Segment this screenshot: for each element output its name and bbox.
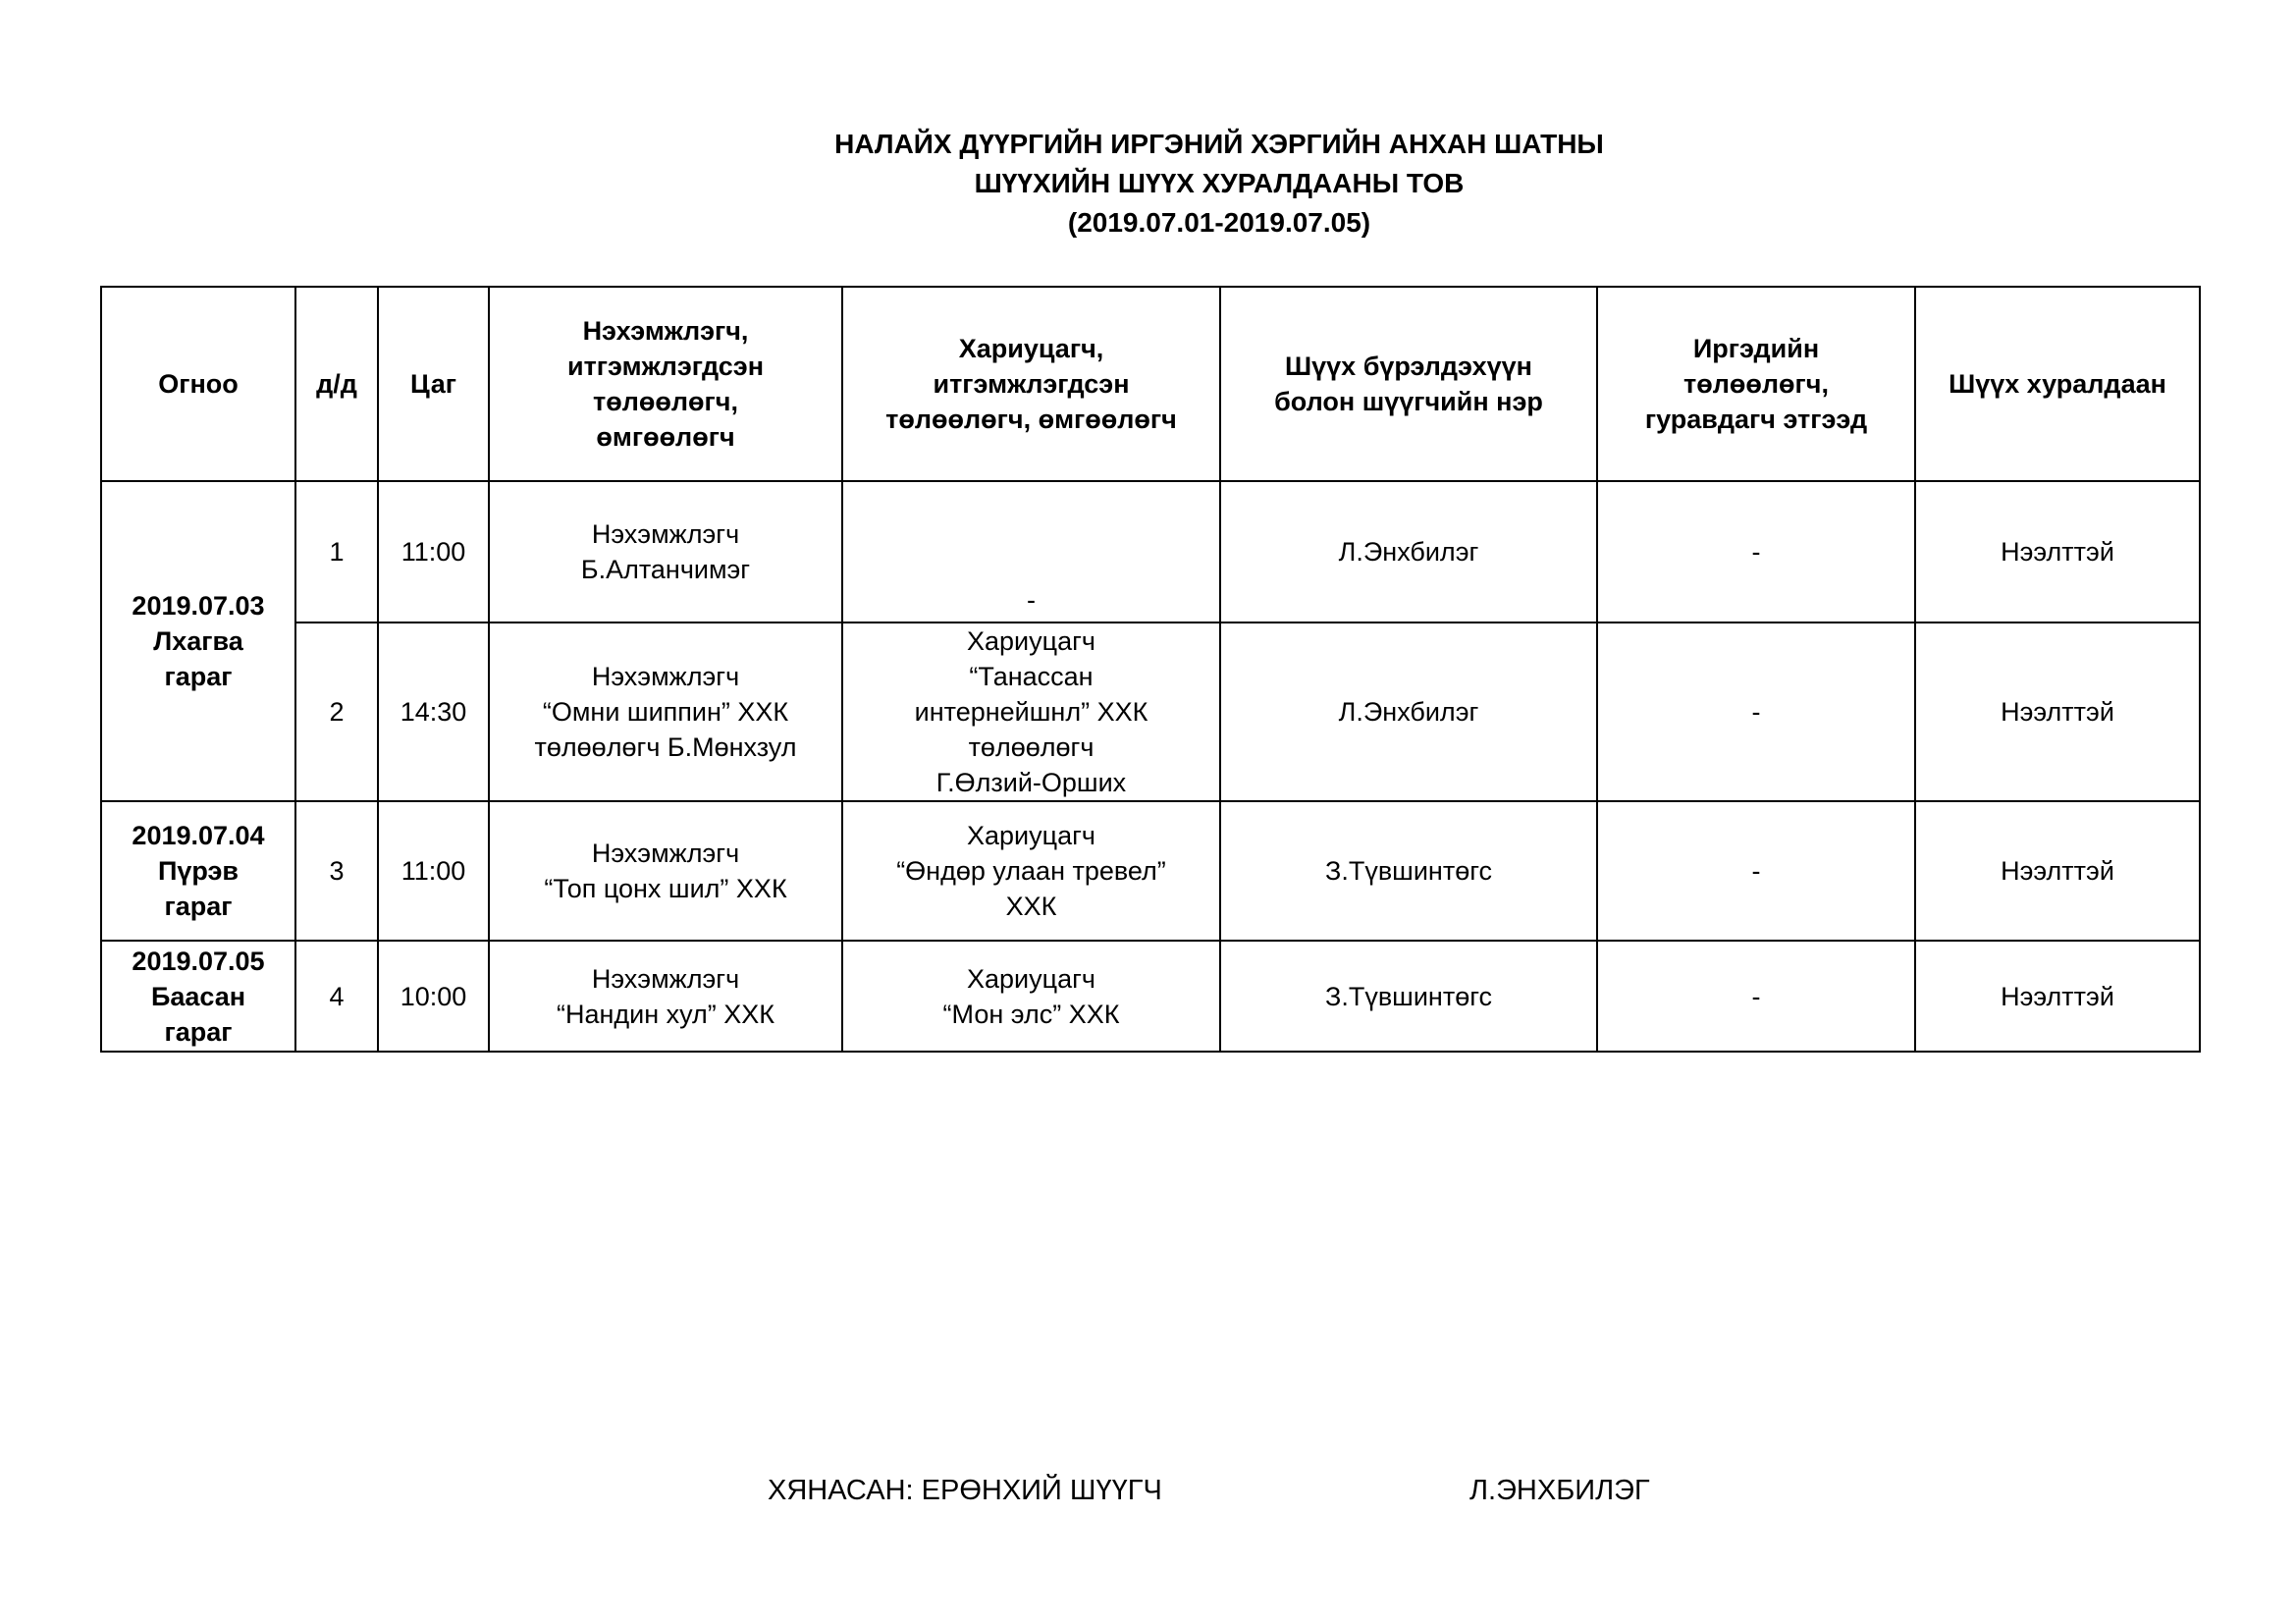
header-judge: Шүүх бүрэлдэхүүн болон шүүгчийн нэр xyxy=(1219,286,1598,482)
time-cell: 11:00 xyxy=(377,800,490,942)
judge-cell: З.Түвшинтөгс xyxy=(1219,940,1598,1053)
date-cell: 2019.07.03 Лхагва гараг xyxy=(100,480,296,802)
header-number: д/д xyxy=(294,286,379,482)
date-cell: 2019.07.05 Баасан гараг xyxy=(100,940,296,1053)
table-row: 2019.07.05 Баасан гараг 4 10:00 Нэхэмжлэ… xyxy=(100,940,2201,1053)
defendant-cell: Хариуцагч “Мон элс” ХХК xyxy=(841,940,1221,1053)
date-cell: 2019.07.04 Пүрэв гараг xyxy=(100,800,296,942)
hearing-cell: Нээлттэй xyxy=(1914,940,2201,1053)
header-defendant: Хариуцагч, итгэмжлэгдсэн төлөөлөгч, өмгө… xyxy=(841,286,1221,482)
time-cell: 11:00 xyxy=(377,480,490,623)
reviewed-by-label: ХЯНАСАН: ЕРӨНХИЙ ШҮҮГЧ xyxy=(768,1475,1162,1506)
judge-cell: З.Түвшинтөгс xyxy=(1219,800,1598,942)
third-party-cell: - xyxy=(1596,622,1916,802)
defendant-cell: Хариуцагч “Өндөр улаан тревел” ХХК xyxy=(841,800,1221,942)
defendant-cell: Хариуцагч “Танассан интернейшнл” ХХК төл… xyxy=(841,622,1221,802)
title-line-2: ШҮҮХИЙН ШҮҮХ ХУРАЛДААНЫ ТОВ xyxy=(974,168,1465,198)
header-date: Огноо xyxy=(100,286,296,482)
third-party-cell: - xyxy=(1596,800,1916,942)
plaintiff-cell: Нэхэмжлэгч “Нандин хул” ХХК xyxy=(488,940,843,1053)
third-party-cell: - xyxy=(1596,940,1916,1053)
header-time: Цаг xyxy=(377,286,490,482)
plaintiff-cell: Нэхэмжлэгч Б.Алтанчимэг xyxy=(488,480,843,623)
number-cell: 4 xyxy=(294,940,379,1053)
table-row: 2019.07.03 Лхагва гараг 1 11:00 Нэхэмжлэ… xyxy=(100,480,2201,802)
judge-cell: Л.Энхбилэг xyxy=(1219,480,1598,623)
plaintiff-cell: Нэхэмжлэгч “Топ цонх шил” ХХК xyxy=(488,800,843,942)
header-row: Огноо д/д Цаг Нэхэмжлэгч, итгэмжлэгдсэн … xyxy=(100,286,2201,482)
header-hearing: Шүүх хуралдаан xyxy=(1914,286,2201,482)
time-cell: 14:30 xyxy=(377,622,490,802)
time-cell: 10:00 xyxy=(377,940,490,1053)
defendant-cell: - xyxy=(841,480,1221,623)
judge-cell: Л.Энхбилэг xyxy=(1219,622,1598,802)
header-third-party: Иргэдийн төлөөлөгч, гуравдагч этгээд xyxy=(1596,286,1916,482)
number-cell: 3 xyxy=(294,800,379,942)
document-title: НАЛАЙХ ДҮҮРГИЙН ИРГЭНИЙ ХЭРГИЙН АНХАН ША… xyxy=(0,125,2296,243)
hearing-cell: Нээлттэй xyxy=(1914,480,2201,623)
table-row: 2 14:30 Нэхэмжлэгч “Омни шиппин” ХХК төл… xyxy=(101,622,2201,802)
title-line-3: (2019.07.01-2019.07.05) xyxy=(1067,207,1371,238)
plaintiff-cell: Нэхэмжлэгч “Омни шиппин” ХХК төлөөлөгч Б… xyxy=(488,622,843,802)
schedule-table: Огноо д/д Цаг Нэхэмжлэгч, итгэмжлэгдсэн … xyxy=(100,286,2201,1053)
hearing-cell: Нээлттэй xyxy=(1914,800,2201,942)
title-line-1: НАЛАЙХ ДҮҮРГИЙН ИРГЭНИЙ ХЭРГИЙН АНХАН ША… xyxy=(834,129,1604,159)
hearing-cell: Нээлттэй xyxy=(1914,622,2201,802)
third-party-cell: - xyxy=(1596,480,1916,623)
number-cell: 2 xyxy=(294,622,379,802)
header-plaintiff: Нэхэмжлэгч, итгэмжлэгдсэн төлөөлөгч, өмг… xyxy=(488,286,843,482)
table-row: 2019.07.04 Пүрэв гараг 3 11:00 Нэхэмжлэг… xyxy=(100,800,2201,942)
number-cell: 1 xyxy=(294,480,379,623)
chief-judge-name: Л.ЭНХБИЛЭГ xyxy=(1469,1475,1650,1506)
